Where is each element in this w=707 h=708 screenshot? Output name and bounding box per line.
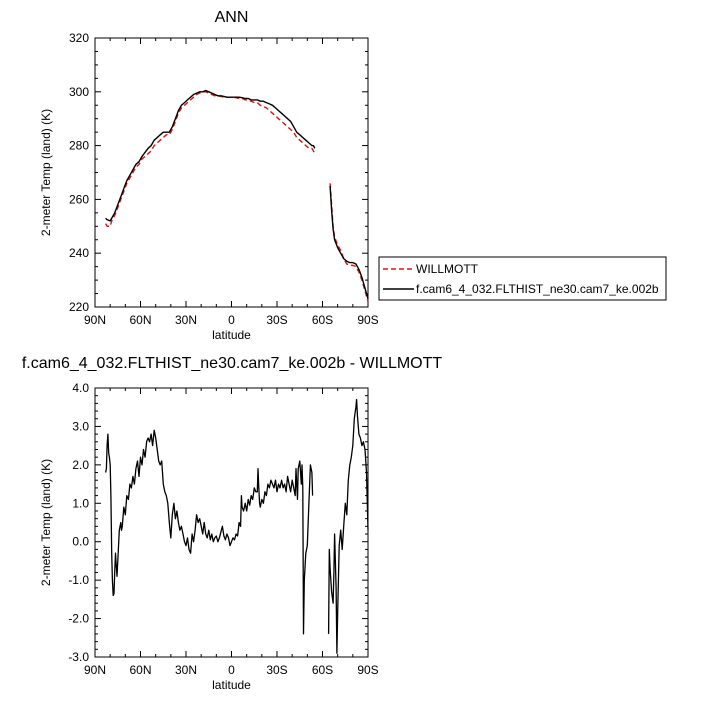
top-ticks: 90N 60N 30N 0 30S 60S 90S 220 240 260 280 300 320 — [69, 31, 379, 327]
bottom-y-axis-label: 2-meter Temp (land) (K) — [39, 459, 53, 586]
x-tick-label: 90S — [357, 313, 378, 327]
bottom-ticks: 90N 60N 30N 0 30S 60S 90S -3.0 -2.0 -1.0 0.0 1.0 2.0… — [68, 381, 378, 677]
x-tick-label: 60N — [129, 663, 151, 677]
bottom-chart-title: f.cam6_4_032.FLTHIST_ne30.cam7_ke.002b -… — [22, 355, 443, 372]
bottom-panel: f.cam6_4_032.FLTHIST_ne30.cam7_ke.002b -… — [22, 355, 443, 692]
x-tick-label: 90N — [84, 663, 106, 677]
y-tick-label: 220 — [69, 300, 89, 314]
x-tick-label: 0 — [228, 313, 235, 327]
x-tick-label: 30S — [266, 663, 287, 677]
x-tick-label: 60N — [129, 313, 151, 327]
x-tick-label: 0 — [228, 663, 235, 677]
x-tick-label: 30N — [175, 313, 197, 327]
top-y-axis-label: 2-meter Temp (land) (K) — [39, 109, 53, 236]
bottom-series-line-0 — [104, 398, 369, 654]
y-tick-label: 0.0 — [72, 535, 89, 549]
y-tick-label: 2.0 — [72, 458, 89, 472]
top-chart-title: ANN — [215, 9, 249, 26]
x-tick-label: 30S — [266, 313, 287, 327]
x-tick-label: 90S — [357, 663, 378, 677]
y-tick-label: 240 — [69, 246, 89, 260]
top-panel: ANN 90N 60N 30N 0 30S 60S 90S 220 240 260 280 300 32… — [39, 9, 379, 342]
legend: WILLMOTT f.cam6_4_032.FLTHIST_ne30.cam7_… — [378, 256, 667, 301]
bottom-x-axis-label: latitude — [212, 678, 251, 692]
top-series — [104, 89, 369, 302]
y-tick-label: 320 — [69, 31, 89, 45]
y-tick-label: 300 — [69, 85, 89, 99]
y-tick-label: 3.0 — [72, 419, 89, 433]
y-tick-label: 1.0 — [72, 496, 89, 510]
top-series-line-0 — [104, 91, 369, 302]
y-tick-label: 280 — [69, 139, 89, 153]
top-series-line-1 — [105, 89, 369, 300]
top-x-axis-label: latitude — [212, 328, 251, 342]
y-tick-label: -2.0 — [68, 612, 89, 626]
x-tick-label: 60S — [312, 663, 333, 677]
legend-label-model: f.cam6_4_032.FLTHIST_ne30.cam7_ke.002b — [416, 282, 659, 296]
bottom-series — [104, 398, 369, 654]
y-tick-label: -1.0 — [68, 573, 89, 587]
legend-label-willmott: WILLMOTT — [416, 262, 479, 276]
x-tick-label: 30N — [175, 663, 197, 677]
y-tick-label: 260 — [69, 192, 89, 206]
y-tick-label: -3.0 — [68, 650, 89, 664]
x-tick-label: 90N — [84, 313, 106, 327]
bottom-plot-frame — [94, 387, 369, 658]
legend-box — [378, 256, 667, 301]
x-tick-label: 60S — [312, 313, 333, 327]
top-plot-frame — [94, 37, 369, 308]
y-tick-label: 4.0 — [72, 381, 89, 395]
